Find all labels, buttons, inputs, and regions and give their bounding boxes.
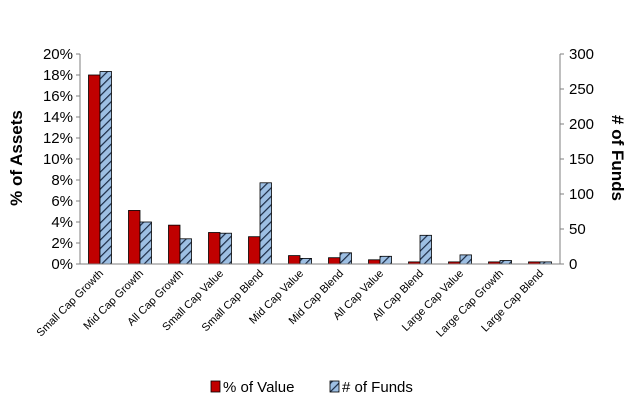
y-tick-label: 0% [51, 256, 73, 273]
y-tick-label: 2% [51, 235, 73, 252]
legend-swatch-value [210, 380, 221, 393]
bar-funds [379, 255, 392, 265]
y-tick-label: 10% [43, 151, 73, 168]
bar-funds [179, 238, 192, 265]
bar-funds [339, 252, 352, 265]
y-tick-label: 4% [51, 214, 73, 231]
bar-value [128, 210, 141, 265]
y2-tick-label: 100 [569, 186, 594, 203]
bar-value [328, 257, 341, 265]
bar-value [168, 224, 181, 265]
y2-tick-label: 250 [569, 81, 594, 98]
y-tick-label: 18% [43, 67, 73, 84]
y-tick-label: 8% [51, 172, 73, 189]
bar-value [208, 232, 221, 265]
y-tick-label: 16% [43, 88, 73, 105]
y-tick-label: 14% [43, 109, 73, 126]
legend-label-value: % of Value [223, 379, 294, 396]
bar-value [368, 259, 381, 265]
bar-funds [139, 221, 152, 265]
legend-swatch-funds [329, 380, 340, 393]
bar-funds [419, 234, 432, 265]
legend: % of Value # of Funds [210, 379, 413, 396]
bar-funds [99, 71, 112, 265]
y-axis-title: % of Assets [7, 110, 26, 206]
bar-value [288, 255, 301, 265]
y-tick-label: 6% [51, 193, 73, 210]
y2-axis-title: # of Funds [608, 115, 627, 201]
bar-funds [259, 182, 272, 265]
y-tick-label: 12% [43, 130, 73, 147]
legend-label-funds: # of Funds [342, 379, 413, 396]
bar-value [248, 236, 261, 265]
y2-tick-label: 200 [569, 116, 594, 133]
x-tick-label: Large Cap Growth [434, 268, 506, 340]
bar-value [88, 74, 101, 265]
bar-funds [499, 260, 512, 265]
y2-tick-label: 50 [569, 221, 586, 238]
y2-tick-label: 300 [569, 46, 594, 63]
y2-tick-label: 150 [569, 151, 594, 168]
bar-funds [299, 257, 312, 265]
plot-area: 0% 2% 4% 6% 8% 10% 12% 14% 16% 18% 20% 0 50 100 150 200… [35, 46, 595, 340]
y-tick-label: 20% [43, 46, 73, 63]
bar-funds [459, 254, 472, 265]
y2-tick-label: 0 [569, 256, 577, 273]
bar-funds [219, 232, 232, 265]
x-tick-label: Small Cap Growth [35, 268, 107, 340]
